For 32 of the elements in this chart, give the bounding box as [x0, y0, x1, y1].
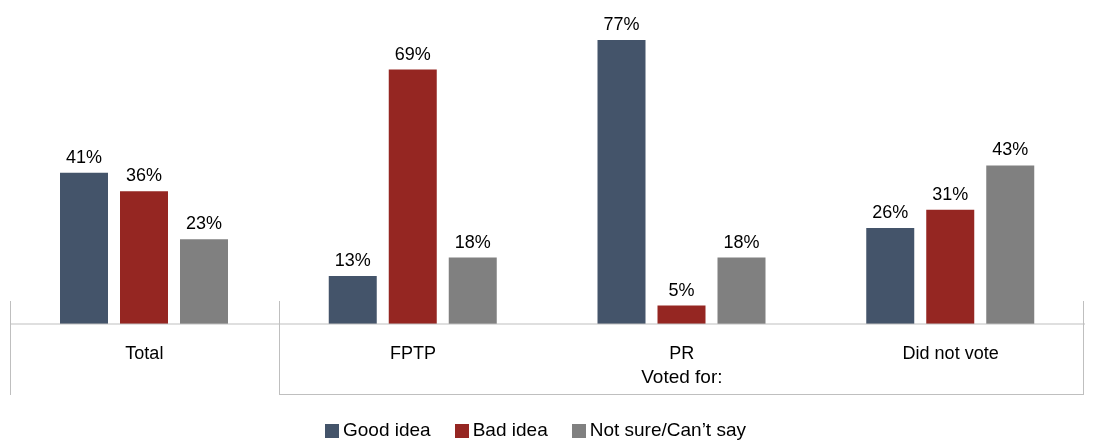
data-label: 23% — [185, 213, 223, 234]
bar — [657, 305, 706, 324]
data-label: 41% — [65, 146, 103, 167]
x-tick-label: Did not vote — [902, 342, 999, 363]
bar — [717, 257, 766, 324]
data-label: 13% — [334, 250, 371, 271]
x-tick-label: PR — [669, 342, 695, 363]
bar — [328, 276, 377, 324]
data-label: 43% — [992, 139, 1029, 160]
legend-label: Not sure/Can’t say — [589, 419, 746, 440]
data-label: 18% — [454, 231, 491, 252]
bar — [597, 40, 646, 324]
data-label: 69% — [394, 43, 431, 64]
bar — [986, 165, 1035, 324]
x-tick-label: Total — [125, 342, 164, 363]
data-label: 26% — [872, 202, 909, 223]
bar — [448, 257, 497, 324]
data-label: 36% — [125, 165, 163, 186]
bar — [60, 172, 108, 324]
data-label: 31% — [932, 183, 969, 204]
data-label: 5% — [668, 279, 695, 300]
legend-label: Bad idea — [472, 419, 548, 440]
data-label: 77% — [603, 14, 640, 34]
bar — [180, 239, 228, 324]
text: Voted for: — [640, 366, 724, 388]
legend-label: Good idea — [343, 419, 431, 440]
bar — [866, 228, 915, 324]
bar — [388, 69, 437, 324]
data-label: 18% — [723, 231, 760, 252]
bar — [926, 209, 975, 324]
bar — [120, 191, 168, 324]
x-tick-label: FPTP — [390, 342, 437, 363]
